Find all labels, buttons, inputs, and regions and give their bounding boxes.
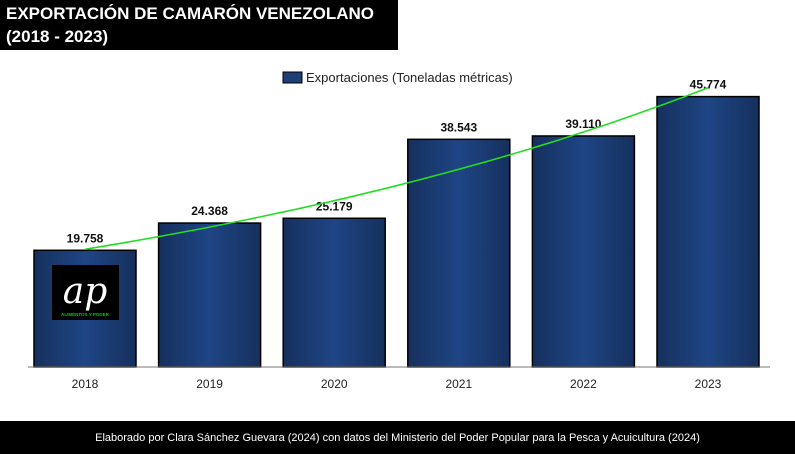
x-tick-label-2021: 2021 xyxy=(445,377,472,391)
source-note: Elaborado por Clara Sánchez Guevara (202… xyxy=(95,431,700,444)
value-label-2021: 38.543 xyxy=(440,120,477,134)
bar-2019 xyxy=(157,222,262,368)
value-label-2022: 39.110 xyxy=(565,117,601,131)
chart-title-box: EXPORTACIÓN DE CAMARÓN VENEZOLANO (2018 … xyxy=(0,0,398,50)
x-tick-label-2023: 2023 xyxy=(695,377,722,391)
value-label-2018: 19.758 xyxy=(67,231,104,245)
x-tick-label-2020: 2020 xyxy=(321,377,348,391)
logo-mark: ap xyxy=(63,271,108,312)
chart-legend: Exportaciones (Toneladas métricas) xyxy=(282,70,513,85)
chart-subtitle: (2018 - 2023) xyxy=(6,27,109,46)
legend-label: Exportaciones (Toneladas métricas) xyxy=(306,70,513,85)
ap-logo: ap ALIMENTOS Y PODER xyxy=(52,265,119,320)
x-tick-label-2019: 2019 xyxy=(196,377,223,391)
chart-title: EXPORTACIÓN DE CAMARÓN VENEZOLANO xyxy=(6,4,375,23)
bar-2023 xyxy=(656,95,760,368)
source-footer: Elaborado por Clara Sánchez Guevara (202… xyxy=(0,421,795,454)
value-label-2019: 24.368 xyxy=(191,204,228,218)
bar-chart: Exportaciones (Toneladas métricas) 19.75… xyxy=(28,70,770,391)
bar-2020 xyxy=(282,217,386,368)
logo-tagline: ALIMENTOS Y PODER xyxy=(61,312,110,317)
bar-2021 xyxy=(407,138,511,368)
legend-swatch xyxy=(282,71,303,84)
x-tick-label-2022: 2022 xyxy=(570,377,597,391)
value-label-2023: 45.774 xyxy=(690,78,727,92)
bar-2022 xyxy=(531,135,636,368)
x-tick-label-2018: 2018 xyxy=(72,377,99,391)
trend-line xyxy=(84,86,709,251)
logo-background xyxy=(52,265,119,320)
